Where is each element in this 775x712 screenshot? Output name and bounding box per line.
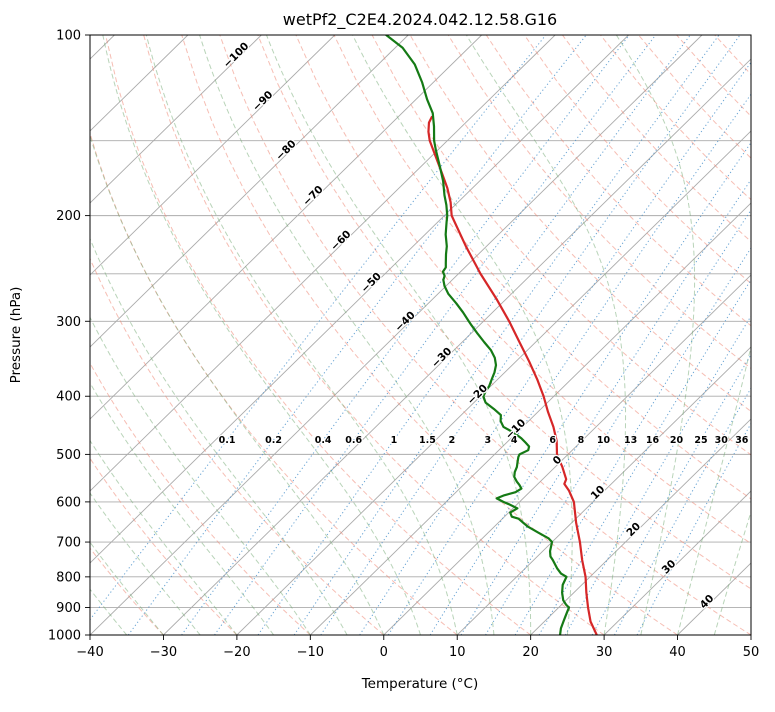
x-tick-label: 20 — [522, 645, 539, 660]
x-tick-label: −10 — [297, 645, 324, 660]
x-tick-label: 10 — [449, 645, 466, 660]
y-tick-label: 100 — [56, 29, 81, 44]
axes: −40 −30 −20 −10 0 10 20 30 40 5010020030040050060… — [48, 29, 759, 661]
mixing-ratio-label: 25 — [694, 435, 707, 446]
y-tick-label: 200 — [56, 209, 81, 224]
x-tick-label: −40 — [76, 645, 103, 660]
x-tick-label: 0 — [380, 645, 388, 660]
plot-area — [90, 35, 751, 635]
chart-title: wetPf2_C2E4.2024.042.12.58.G16 — [283, 10, 557, 30]
dry-adiabat-line — [90, 547, 164, 635]
mixing-ratio-label: 3 — [485, 435, 492, 446]
y-tick-label: 800 — [56, 570, 81, 585]
y-tick-label: 500 — [56, 448, 81, 463]
moist-adiabats — [90, 35, 751, 635]
mixing-ratio-label: 0.4 — [315, 435, 332, 446]
mixing-ratio-label: 30 — [715, 435, 729, 446]
dry-adiabat-line — [333, 35, 751, 500]
isotherm-line — [383, 274, 751, 635]
moist-adiabat-line — [90, 316, 311, 635]
mixing-ratio-lines — [90, 35, 751, 635]
x-tick-label: −20 — [223, 645, 250, 660]
mixing-ratio-label: 4 — [511, 435, 518, 446]
temperature-profile-line — [427, 115, 598, 635]
dry-adiabat-line — [105, 35, 531, 635]
moist-adiabat-line — [352, 35, 573, 635]
moist-adiabat-line — [677, 344, 751, 635]
mixing-ratio-label: 20 — [670, 435, 684, 446]
isotherm-line — [90, 35, 409, 348]
moist-adiabat-line — [615, 35, 696, 635]
mixing-ratio-label: 8 — [578, 435, 585, 446]
isotherm-line — [750, 634, 751, 635]
isotherm-line — [90, 35, 556, 492]
moist-adiabat-line — [465, 35, 627, 635]
moist-adiabat-line — [713, 510, 751, 635]
y-tick-label: 400 — [56, 390, 81, 405]
dry-adiabat-line — [257, 35, 751, 590]
x-tick-label: 50 — [743, 645, 760, 660]
mixing-ratio-label: 2 — [449, 435, 456, 446]
mixing-ratio-line — [214, 35, 657, 635]
mixing-ratio-label: 10 — [597, 435, 611, 446]
x-axis-label: Temperature (°C) — [361, 676, 479, 692]
moist-adiabat-line — [90, 237, 348, 635]
mixing-ratio-label: 16 — [646, 435, 660, 446]
isotherm-line — [530, 418, 751, 635]
mixing-ratio-label: 1 — [391, 435, 398, 446]
x-tick-label: 40 — [669, 645, 686, 660]
mixing-ratio-line — [514, 247, 751, 635]
x-tick-label: −30 — [150, 645, 177, 660]
mixing-ratio-line — [564, 315, 751, 635]
dry-adiabat-line — [219, 35, 751, 635]
y-tick-label: 900 — [56, 601, 81, 616]
dry-adiabat-line — [181, 35, 678, 635]
isotherm-line — [163, 58, 751, 635]
mixing-ratio-line — [320, 35, 741, 635]
y-axis-label: Pressure (hPa) — [8, 287, 24, 384]
dry-adiabat-line — [90, 257, 385, 635]
y-tick-label: 1000 — [48, 629, 81, 644]
mixing-ratio-label: 0.6 — [345, 435, 362, 446]
x-tick-label: 30 — [596, 645, 613, 660]
moist-adiabat-line — [199, 35, 495, 635]
y-tick-label: 300 — [56, 315, 81, 330]
dry-adiabat-line — [143, 35, 605, 635]
sounding-profiles — [385, 35, 598, 635]
mixing-ratio-label: 0.1 — [219, 435, 236, 446]
mixing-ratio-line — [387, 93, 751, 635]
y-tick-label: 700 — [56, 536, 81, 551]
moist-adiabat-line — [90, 134, 385, 635]
mixing-ratio-line — [359, 61, 751, 635]
moist-adiabat-line — [145, 35, 458, 635]
dry-adiabat-line — [90, 362, 311, 635]
mixing-ratio-label: 6 — [549, 435, 556, 446]
mixing-ratio-line — [127, 35, 587, 635]
dewpoint-profile-line — [385, 35, 571, 635]
y-tick-label: 600 — [56, 495, 81, 510]
dry-adiabats — [90, 35, 751, 635]
isotherm-line — [310, 202, 751, 635]
mixing-ratio-label: 1.5 — [419, 435, 436, 446]
mixing-ratio-line — [460, 178, 751, 635]
mixing-ratio-label: 0.2 — [265, 435, 282, 446]
isotherm-line — [236, 130, 751, 635]
dry-adiabat-line — [485, 35, 751, 327]
isotherm-line — [90, 35, 336, 276]
moist-adiabat-line — [102, 35, 421, 635]
plot-frame — [89, 34, 752, 636]
moist-adiabat-line — [265, 35, 532, 635]
mixing-ratio-line — [429, 141, 751, 635]
mixing-ratio-label: 36 — [735, 435, 749, 446]
isotherm-line — [90, 35, 262, 204]
mixing-ratio-label: 13 — [624, 435, 637, 446]
dry-adiabat-line — [90, 457, 238, 635]
isotherm-line — [456, 346, 751, 635]
isotherm-line — [603, 490, 751, 635]
isotherm-line — [90, 35, 482, 420]
isotherm-line — [90, 35, 629, 564]
dry-adiabat-line — [409, 35, 751, 413]
